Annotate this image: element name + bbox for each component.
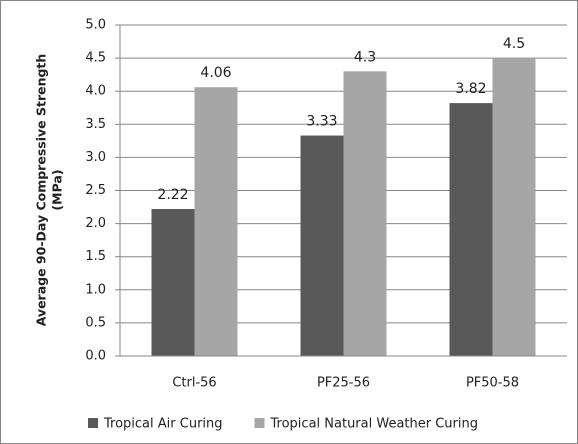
legend-label: Tropical Air Curing xyxy=(103,417,223,432)
bar xyxy=(492,58,536,356)
y-tick-label: 2.5 xyxy=(85,183,106,198)
data-label: 3.33 xyxy=(306,114,337,130)
y-axis-label: (MPa) xyxy=(50,169,65,210)
y-tick-label: 2.0 xyxy=(85,216,106,231)
data-label: 3.82 xyxy=(455,81,486,97)
y-tick-label: 0.0 xyxy=(85,349,106,364)
y-tick-label: 1.5 xyxy=(85,249,106,264)
data-label: 4.5 xyxy=(503,36,525,52)
bar xyxy=(343,71,387,356)
x-tick-label: PF50-58 xyxy=(466,376,519,391)
data-label: 4.3 xyxy=(354,49,376,65)
data-label: 4.06 xyxy=(200,65,231,81)
y-tick-label: 5.0 xyxy=(85,18,106,33)
legend-swatch xyxy=(88,418,98,428)
bar xyxy=(300,135,344,356)
y-tick-label: 0.5 xyxy=(85,315,106,330)
data-label: 2.22 xyxy=(157,187,188,203)
y-tick-label: 4.5 xyxy=(85,51,106,66)
legend-swatch xyxy=(254,418,265,428)
y-axis-label: Average 90-Day Compressive Strength xyxy=(34,54,49,327)
y-tick-label: 3.5 xyxy=(85,117,106,132)
bar xyxy=(151,209,195,356)
y-tick-label: 1.0 xyxy=(85,282,106,297)
x-tick-label: PF25-56 xyxy=(317,376,370,391)
x-tick-label: Ctrl-56 xyxy=(172,376,216,391)
y-tick-label: 3.0 xyxy=(85,150,106,165)
y-tick-label: 4.0 xyxy=(85,84,106,99)
bar xyxy=(449,103,493,356)
legend-label: Tropical Natural Weather Curing xyxy=(270,417,478,432)
bar xyxy=(194,87,238,356)
